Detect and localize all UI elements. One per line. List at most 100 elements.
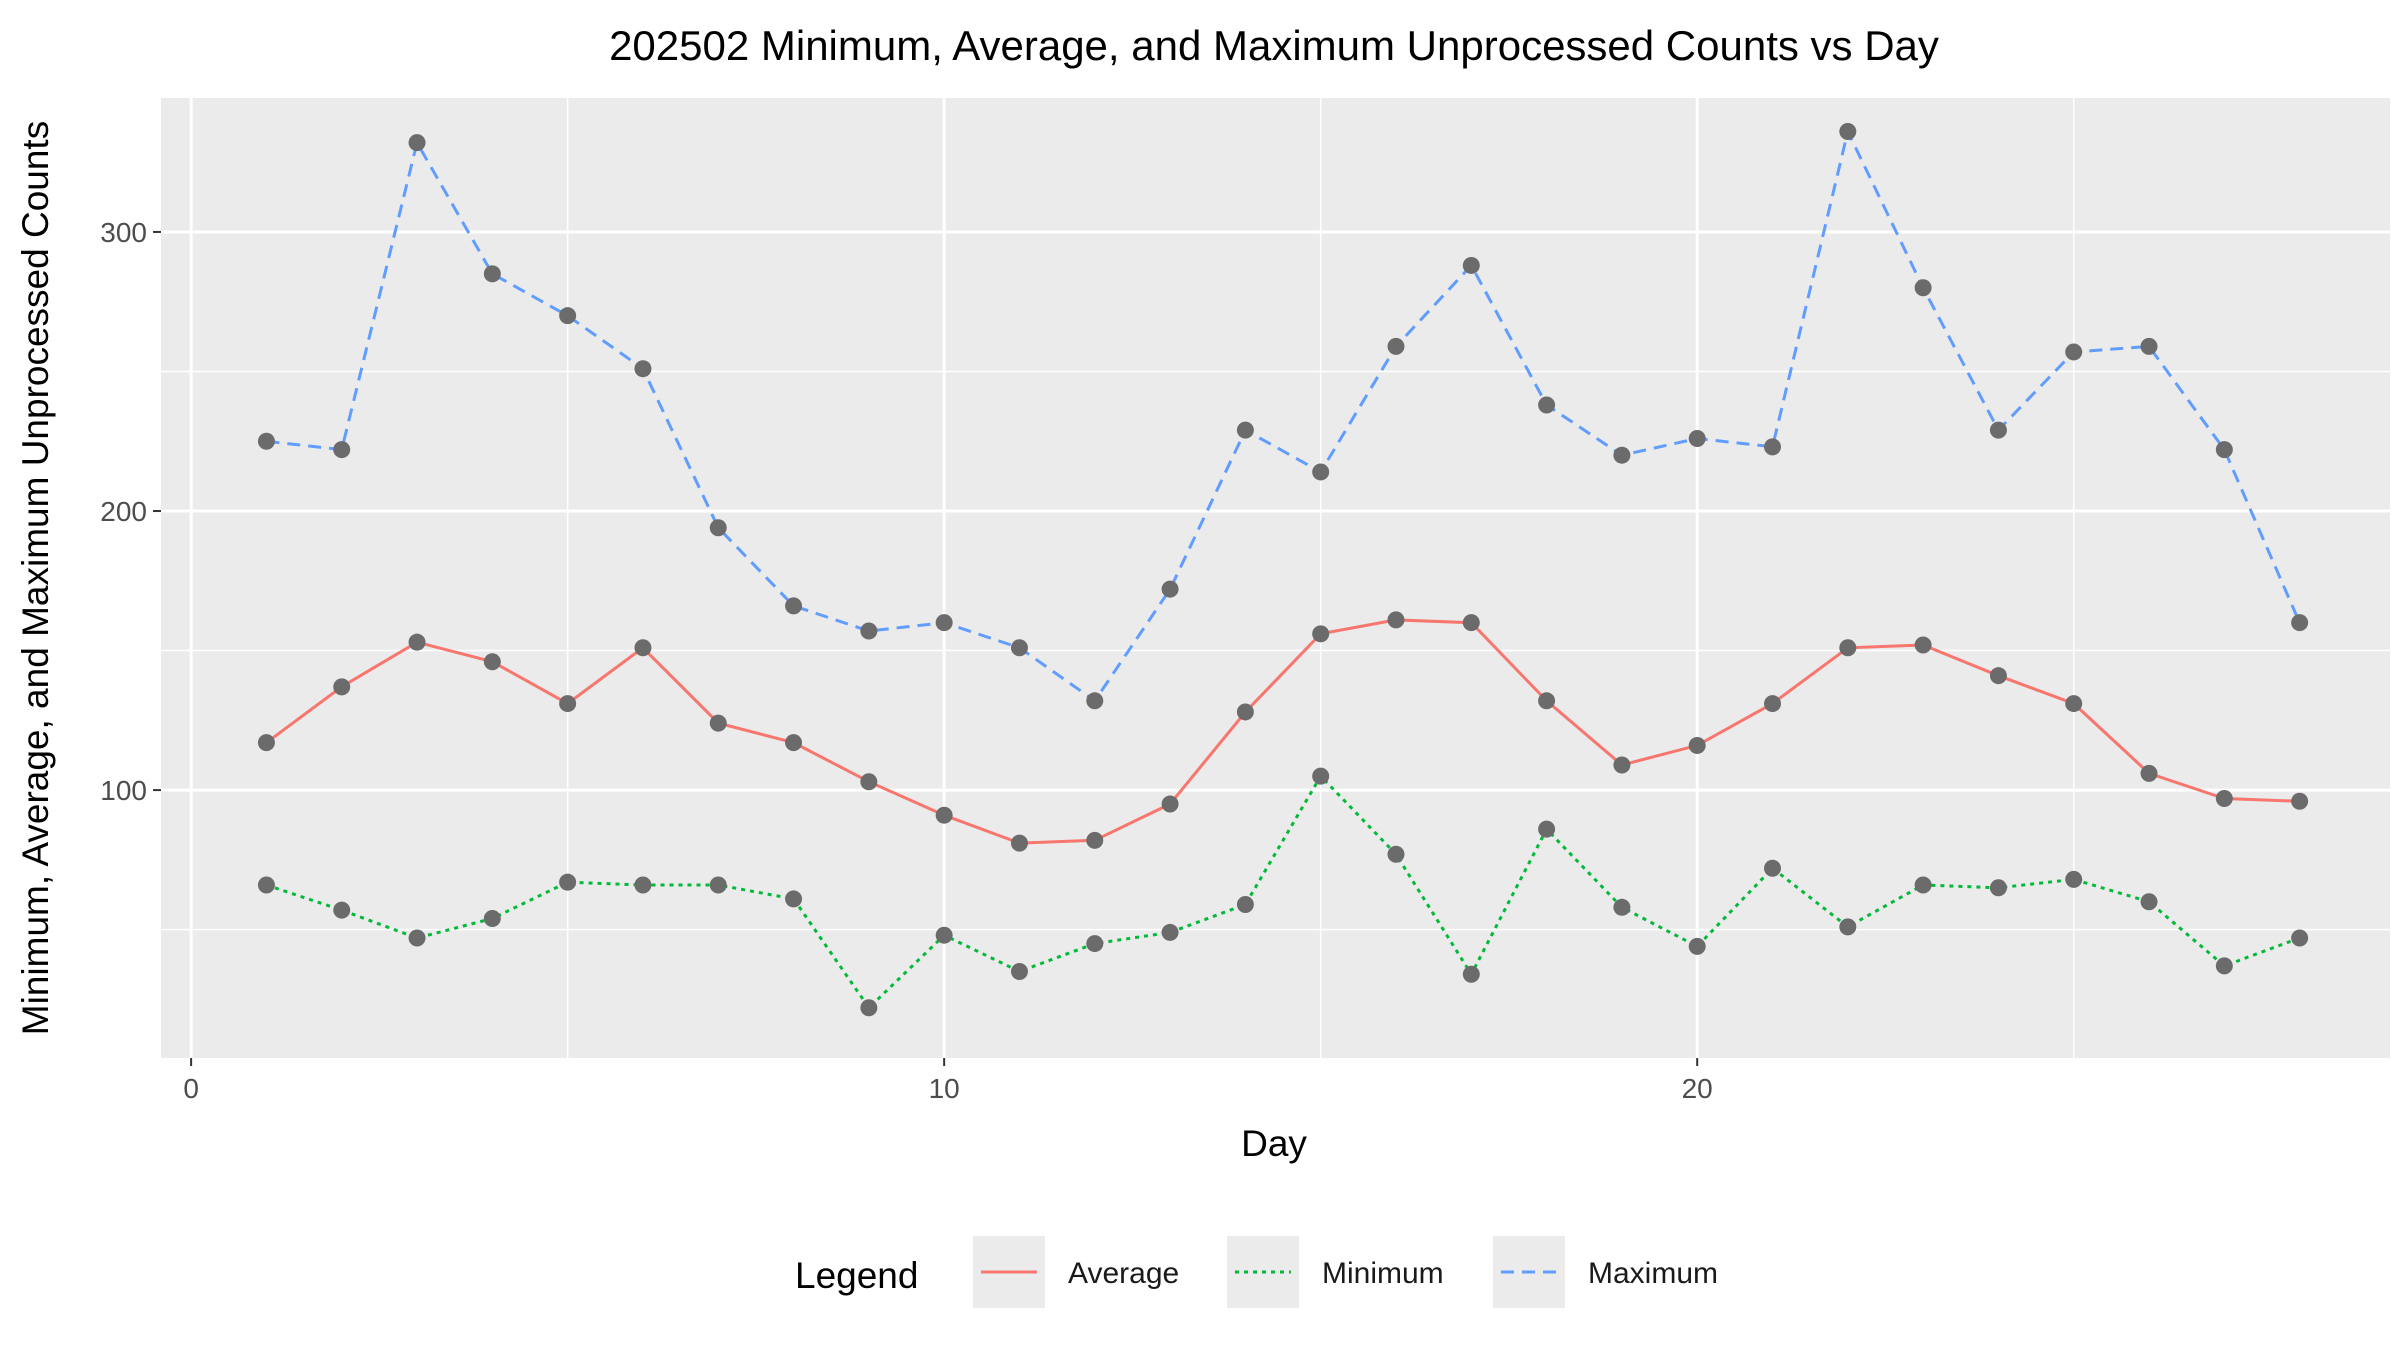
data-point-maximum bbox=[860, 622, 878, 640]
data-point-maximum bbox=[408, 134, 426, 152]
x-axis-title: Day bbox=[1241, 1123, 1307, 1164]
data-point-average bbox=[1914, 636, 1932, 654]
data-point-maximum bbox=[1764, 438, 1782, 456]
series-line-maximum bbox=[266, 127, 2301, 703]
data-point-maximum bbox=[1538, 396, 1556, 414]
y-tick-label: 100 bbox=[100, 775, 147, 806]
data-point-maximum bbox=[2291, 614, 2309, 632]
data-point-average bbox=[1538, 692, 1556, 710]
data-point-average bbox=[634, 639, 652, 657]
data-point-minimum bbox=[785, 890, 803, 908]
data-point-maximum bbox=[634, 360, 652, 378]
data-point-average bbox=[709, 714, 727, 732]
data-point-maximum bbox=[1839, 122, 1857, 140]
data-point-average bbox=[2140, 764, 2158, 782]
data-point-average bbox=[1236, 703, 1254, 721]
series-line-minimum bbox=[265, 773, 2301, 1011]
data-point-minimum bbox=[2215, 957, 2233, 975]
x-tick-label: 10 bbox=[929, 1073, 960, 1104]
data-point-minimum bbox=[333, 901, 351, 919]
data-point-minimum bbox=[257, 876, 275, 894]
data-point-maximum bbox=[785, 597, 803, 615]
data-point-minimum bbox=[559, 873, 577, 891]
data-point-maximum bbox=[257, 432, 275, 450]
data-point-minimum bbox=[1010, 962, 1028, 980]
data-point-average bbox=[1688, 736, 1706, 754]
data-point-maximum bbox=[1688, 429, 1706, 447]
data-point-maximum bbox=[2065, 343, 2083, 361]
legend-title: Legend bbox=[795, 1255, 918, 1296]
data-point-maximum bbox=[1613, 446, 1631, 464]
x-tick-label: 0 bbox=[183, 1073, 199, 1104]
minor-gridlines bbox=[161, 98, 2390, 1058]
data-point-average bbox=[1613, 756, 1631, 774]
data-point-maximum bbox=[1236, 421, 1254, 439]
data-point-minimum bbox=[1538, 820, 1556, 838]
series-line-average bbox=[265, 618, 2300, 845]
y-tick-label: 300 bbox=[100, 217, 147, 248]
data-point-maximum bbox=[935, 614, 953, 632]
data-point-minimum bbox=[1989, 879, 2007, 897]
legend-label-average: Average bbox=[1068, 1257, 1179, 1290]
data-point-minimum bbox=[1236, 896, 1254, 914]
data-point-minimum bbox=[1387, 845, 1405, 863]
data-point-minimum bbox=[2291, 929, 2309, 947]
data-point-average bbox=[1312, 625, 1330, 643]
data-point-maximum bbox=[483, 265, 501, 283]
data-point-maximum bbox=[1387, 337, 1405, 355]
data-point-average bbox=[2215, 789, 2233, 807]
data-point-average bbox=[333, 678, 351, 696]
data-point-average bbox=[1764, 695, 1782, 713]
data-point-average bbox=[935, 806, 953, 824]
data-point-maximum bbox=[333, 441, 351, 459]
data-point-maximum bbox=[1010, 639, 1028, 657]
data-point-average bbox=[860, 773, 878, 791]
y-axis-title: Minimum, Average, and Maximum Unprocesse… bbox=[15, 121, 56, 1035]
data-point-maximum bbox=[1161, 580, 1179, 598]
data-point-minimum bbox=[1688, 937, 1706, 955]
data-point-minimum bbox=[483, 909, 501, 927]
chart-title: 202502 Minimum, Average, and Maximum Unp… bbox=[609, 22, 1939, 69]
legend-label-minimum: Minimum bbox=[1322, 1257, 1444, 1290]
data-point-average bbox=[559, 695, 577, 713]
series-lines bbox=[265, 127, 2301, 1011]
data-point-maximum bbox=[1462, 256, 1480, 274]
data-point-minimum bbox=[1462, 965, 1480, 983]
data-point-maximum bbox=[1914, 279, 1932, 297]
data-point-minimum bbox=[935, 926, 953, 944]
data-point-maximum bbox=[559, 307, 577, 325]
legend-label-maximum: Maximum bbox=[1588, 1257, 1718, 1290]
data-point-average bbox=[1989, 667, 2007, 685]
data-point-minimum bbox=[634, 876, 652, 894]
data-point-maximum bbox=[2215, 441, 2233, 459]
data-point-maximum bbox=[1989, 421, 2007, 439]
data-point-average bbox=[2065, 695, 2083, 713]
data-point-average bbox=[483, 653, 501, 671]
major-gridlines bbox=[161, 98, 2390, 1058]
legend: Legend Average Minimum Maximum bbox=[795, 1236, 1718, 1308]
data-point-average bbox=[408, 633, 426, 651]
data-point-minimum bbox=[709, 876, 727, 894]
data-point-minimum bbox=[1914, 876, 1932, 894]
data-point-average bbox=[785, 734, 803, 752]
data-point-average bbox=[1161, 795, 1179, 813]
data-point-minimum bbox=[1312, 767, 1330, 785]
data-point-maximum bbox=[709, 519, 727, 537]
data-point-maximum bbox=[1312, 463, 1330, 481]
data-point-minimum bbox=[1839, 918, 1857, 936]
data-point-minimum bbox=[860, 999, 878, 1017]
data-point-maximum bbox=[1086, 692, 1104, 710]
data-point-maximum bbox=[2140, 337, 2158, 355]
y-axis: 100 200 300 bbox=[100, 217, 161, 806]
data-point-average bbox=[1387, 611, 1405, 629]
data-point-minimum bbox=[1161, 923, 1179, 941]
data-point-minimum bbox=[2065, 870, 2083, 888]
data-point-average bbox=[1462, 614, 1480, 632]
data-points bbox=[257, 122, 2309, 1017]
data-point-minimum bbox=[1613, 898, 1631, 916]
data-point-average bbox=[1010, 834, 1028, 852]
data-point-minimum bbox=[1764, 859, 1782, 877]
data-point-minimum bbox=[408, 929, 426, 947]
data-point-average bbox=[2291, 792, 2309, 810]
